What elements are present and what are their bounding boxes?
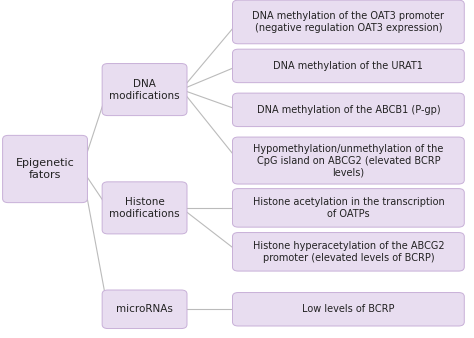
Text: DNA
modifications: DNA modifications xyxy=(109,78,180,101)
FancyBboxPatch shape xyxy=(232,93,464,126)
FancyBboxPatch shape xyxy=(232,189,464,227)
Text: Hypomethylation/unmethylation of the
CpG island on ABCG2 (elevated BCRP
levels): Hypomethylation/unmethylation of the CpG… xyxy=(253,144,444,177)
FancyBboxPatch shape xyxy=(102,64,187,116)
Text: microRNAs: microRNAs xyxy=(116,304,173,314)
Text: Epigenetic
fators: Epigenetic fators xyxy=(16,158,74,180)
Text: DNA methylation of the URAT1: DNA methylation of the URAT1 xyxy=(273,61,423,71)
FancyBboxPatch shape xyxy=(102,182,187,234)
FancyBboxPatch shape xyxy=(232,233,464,271)
FancyBboxPatch shape xyxy=(232,49,464,82)
Text: Low levels of BCRP: Low levels of BCRP xyxy=(302,304,395,314)
FancyBboxPatch shape xyxy=(232,292,464,326)
Text: DNA methylation of the ABCB1 (P-gp): DNA methylation of the ABCB1 (P-gp) xyxy=(256,105,440,115)
FancyBboxPatch shape xyxy=(3,136,87,203)
Text: Histone acetylation in the transcription
of OATPs: Histone acetylation in the transcription… xyxy=(253,197,444,219)
Text: Histone
modifications: Histone modifications xyxy=(109,197,180,219)
FancyBboxPatch shape xyxy=(232,137,464,184)
Text: Histone hyperacetylation of the ABCG2
promoter (elevated levels of BCRP): Histone hyperacetylation of the ABCG2 pr… xyxy=(253,241,444,263)
FancyBboxPatch shape xyxy=(232,0,464,44)
Text: DNA methylation of the OAT3 promoter
(negative regulation OAT3 expression): DNA methylation of the OAT3 promoter (ne… xyxy=(252,11,445,33)
FancyBboxPatch shape xyxy=(102,290,187,329)
